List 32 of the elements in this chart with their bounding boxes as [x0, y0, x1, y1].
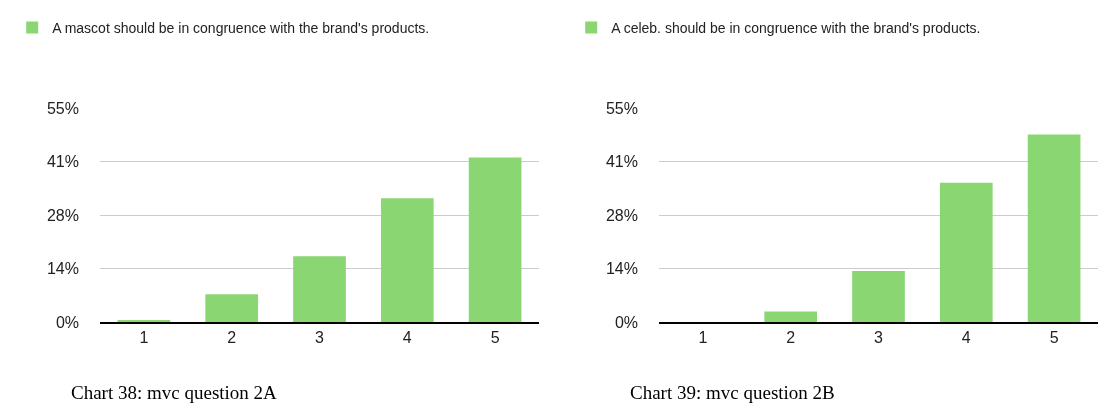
bar: [852, 271, 905, 322]
x-tick-label: 5: [490, 329, 500, 347]
x-tick-label: 2: [227, 329, 237, 347]
x-tick-label: 3: [315, 329, 325, 347]
y-tick-label: 55%: [46, 99, 79, 117]
caption: Chart 39: mvc question 2B: [630, 382, 835, 403]
x-tick-label: 4: [961, 329, 971, 347]
y-tick-label: 55%: [605, 99, 638, 117]
y-tick-label: 28%: [605, 206, 638, 224]
bar: [380, 198, 434, 322]
y-tick-label: 28%: [46, 206, 79, 224]
bar: [764, 311, 818, 322]
x-tick-label: 2: [786, 329, 796, 347]
bar: [468, 157, 522, 322]
y-tick-label: 14%: [46, 260, 79, 278]
x-tick-label: 1: [139, 329, 149, 347]
y-tick-label: 41%: [605, 153, 638, 171]
x-tick-label: 4: [402, 329, 412, 347]
y-tick-label: 0%: [55, 313, 79, 331]
bar: [293, 256, 346, 322]
y-tick-label: 41%: [46, 153, 79, 171]
bar: [1027, 134, 1081, 322]
y-tick-label: 14%: [605, 260, 638, 278]
y-tick-label: 0%: [614, 313, 638, 331]
x-tick-label: 5: [1049, 329, 1059, 347]
legend-label: A mascot should be in congruence with the brand's products.: [52, 19, 430, 36]
caption: Chart 38: mvc question 2A: [71, 382, 278, 403]
legend-label: A celeb. should be in congruence with the brand's products.: [611, 19, 981, 36]
bar: [205, 294, 259, 322]
x-tick-label: 3: [874, 329, 884, 347]
x-tick-label: 1: [698, 329, 708, 347]
bar: [939, 182, 993, 322]
